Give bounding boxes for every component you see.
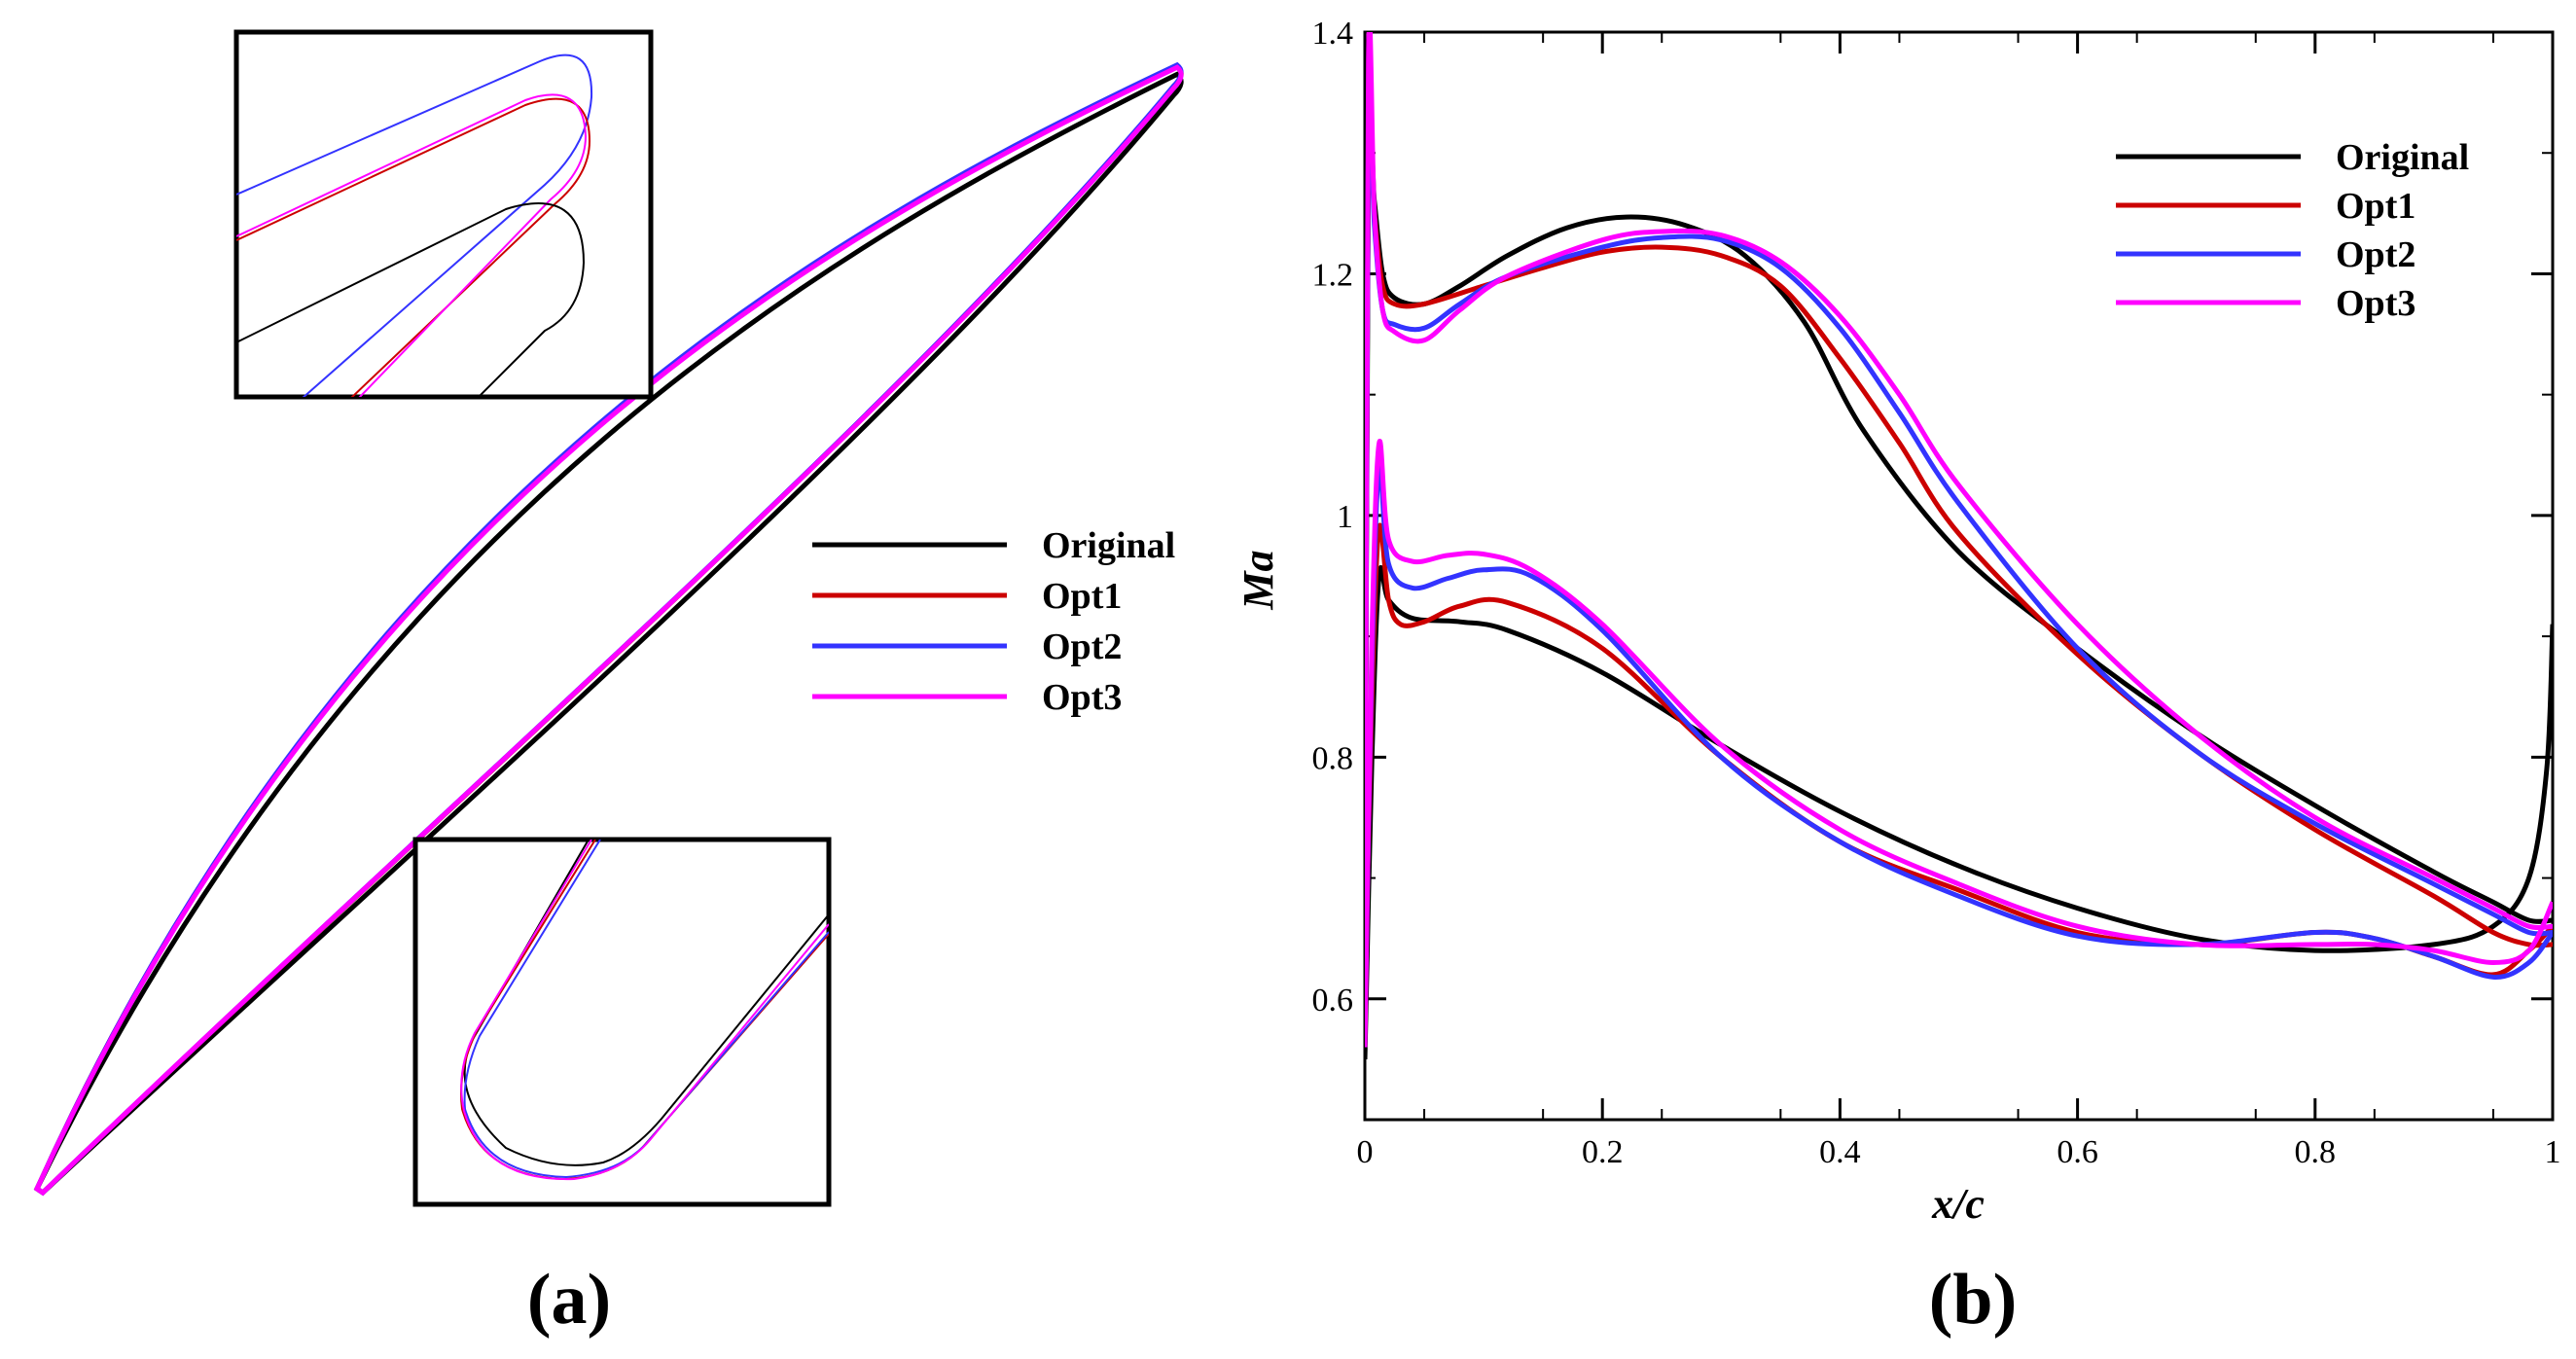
series-opt3-pressure-side [1365, 438, 2553, 1048]
x-tick-label: 0.8 [2295, 1134, 2337, 1170]
x-tick-label: 1 [2545, 1134, 2561, 1170]
x-tick-label: 0.6 [2057, 1134, 2098, 1170]
panel-b-mach-chart: 0 0.2 0.4 0.6 0.8 1 0.6 0.8 1 1.2 1.4 x/c Ma Origi… [1234, 16, 2561, 1340]
inset-trailing-edge [233, 29, 654, 400]
series-original-pressure-side [1365, 564, 2553, 1059]
y-tick-label: 0.8 [1312, 740, 1354, 776]
legend-label-original: Original [2336, 137, 2469, 178]
legend-label-opt1: Opt1 [2336, 186, 2415, 227]
series-opt1-pressure-side [1365, 522, 2553, 999]
x-tick-label: 0 [1357, 1134, 1374, 1170]
inset-curve-opt3 [460, 840, 829, 1181]
y-axis-label: Ma [1234, 550, 1282, 610]
inset-curve-opt3 [236, 93, 588, 397]
legend-label-original: Original [1042, 525, 1175, 566]
blade-profile-opt3 [33, 64, 1184, 1197]
y-tick-label: 1.4 [1312, 16, 1354, 52]
blade-profile-original [33, 71, 1184, 1197]
y-tick-label: 0.6 [1312, 983, 1354, 1019]
series-opt3-suction-side [1365, 32, 2553, 1048]
y-tick-label: 1.2 [1312, 257, 1354, 293]
panel-b-label: (b) [1929, 1260, 2017, 1340]
legend-label-opt3: Opt3 [2336, 283, 2415, 324]
inset-frame [412, 837, 832, 1207]
legend-label-opt3: Opt3 [1042, 677, 1122, 718]
inset-curve-opt2 [236, 54, 593, 397]
legend-label-opt1: Opt1 [1042, 576, 1122, 617]
axis-ticks: 0 0.2 0.4 0.6 0.8 1 0.6 0.8 1 1.2 1.4 [1312, 16, 2561, 1170]
panel-a-label: (a) [527, 1260, 611, 1340]
inset-curves [460, 840, 829, 1181]
inset-leading-edge [412, 837, 832, 1207]
inset-curve-opt2 [463, 840, 829, 1179]
panel-a-blade-profiles: Original Opt1 Opt2 Opt3 (a) [33, 29, 1184, 1340]
inset-curve-original [236, 202, 586, 397]
inset-frame [233, 29, 654, 400]
inset-curve-opt1 [236, 97, 591, 397]
blade-profiles [33, 61, 1184, 1197]
mach-series [1365, 32, 2553, 1059]
legend-b: Original Opt1 Opt2 Opt3 [2116, 137, 2469, 324]
legend-label-opt2: Opt2 [1042, 626, 1122, 667]
legend-label-opt2: Opt2 [2336, 234, 2415, 275]
legend-a: Original Opt1 Opt2 Opt3 [812, 525, 1175, 718]
y-tick-label: 1 [1337, 499, 1353, 535]
x-tick-label: 0.2 [1582, 1134, 1624, 1170]
x-axis-label: x/c [1931, 1180, 1985, 1228]
x-tick-label: 0.4 [1819, 1134, 1861, 1170]
inset-curves [236, 54, 593, 397]
